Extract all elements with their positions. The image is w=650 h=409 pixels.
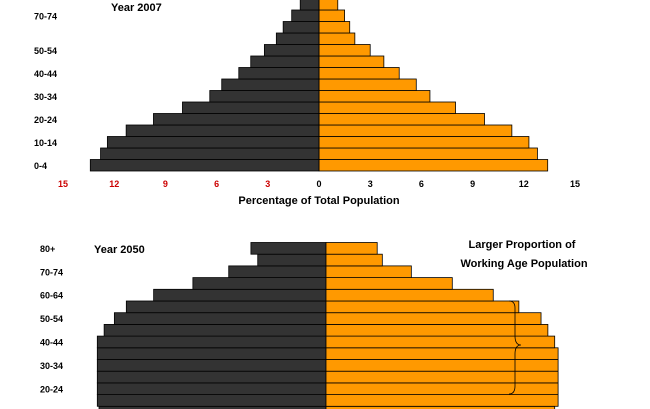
category-label: 70-74 <box>34 11 57 21</box>
category-label: 50-54 <box>34 46 57 56</box>
category-label: 10-14 <box>40 408 63 409</box>
bar-right <box>325 265 412 278</box>
category-labels-2007: 0-4 10-14 20-24 30-34 40-44 50-54 70-74 <box>34 11 57 171</box>
bar-right <box>325 312 542 325</box>
bar-right <box>325 394 559 407</box>
bar-left <box>257 253 327 267</box>
bar-right <box>325 370 559 384</box>
bars-2050 <box>96 242 559 409</box>
bar-left <box>125 300 327 314</box>
category-label: 40-44 <box>34 69 57 79</box>
x-tick-label: 9 <box>470 179 475 189</box>
category-label: 80+ <box>40 244 55 254</box>
x-tick-label: 3 <box>265 179 270 189</box>
bar-left <box>96 335 327 349</box>
category-label: 10-14 <box>34 138 57 148</box>
bar-left <box>192 277 327 290</box>
x-tick-label: 6 <box>214 179 219 189</box>
x-tick-label: 12 <box>109 179 119 189</box>
x-tick-labels-2007: 15 12 9 6 3 0 3 6 9 12 15 <box>58 179 580 189</box>
bar-right <box>325 242 378 255</box>
bar-right <box>325 382 559 395</box>
category-label: 20-24 <box>40 384 63 394</box>
annotation-brace <box>508 300 522 395</box>
category-label: 50-54 <box>40 314 63 324</box>
bar-left <box>153 288 327 302</box>
x-tick-label: 9 <box>163 179 168 189</box>
bar-right <box>325 359 559 372</box>
bar-right <box>325 277 453 290</box>
x-tick-label: 6 <box>419 179 424 189</box>
category-label: 60-64 <box>40 291 63 301</box>
category-label: 40-44 <box>40 337 63 347</box>
chart-title-2007: Year 2007 <box>111 2 162 14</box>
bar-right <box>325 323 549 337</box>
pyramid-chart-2007: 0-4 10-14 20-24 30-34 40-44 50-54 70-74 15 12 9 6… <box>34 0 580 207</box>
x-tick-label: 12 <box>519 179 529 189</box>
category-label: 70-74 <box>40 267 63 277</box>
annotation-line-1: Larger Proportion of <box>469 239 576 251</box>
category-label: 30-34 <box>34 92 57 102</box>
bar-right <box>325 300 520 314</box>
annotation-line-2: Working Age Population <box>460 258 587 270</box>
bar-right <box>325 288 494 302</box>
x-tick-label: 15 <box>58 179 68 189</box>
x-tick-label: 0 <box>316 179 321 189</box>
x-tick-label: 15 <box>570 179 580 189</box>
bar-right <box>325 347 559 360</box>
bar-left <box>113 312 327 325</box>
category-label: 0-4 <box>34 161 47 171</box>
bar-left <box>96 370 327 384</box>
bar-left <box>228 265 327 278</box>
x-axis-label-2007: Percentage of Total Population <box>238 195 399 207</box>
bar-left <box>103 323 327 337</box>
bar-left <box>96 394 327 407</box>
category-labels-2050: 10-14 20-24 30-34 40-44 50-54 60-64 70-74 80+ <box>40 244 63 409</box>
category-label: 30-34 <box>40 361 63 371</box>
bars-2007 <box>89 0 549 172</box>
chart-title-2050: Year 2050 <box>94 244 145 256</box>
bar-right <box>325 335 556 349</box>
bar-left <box>96 382 327 395</box>
bar-left <box>96 347 327 360</box>
bar-right <box>325 253 383 267</box>
bar-left <box>96 359 327 372</box>
bar-left <box>250 242 327 255</box>
category-label: 20-24 <box>34 115 57 125</box>
x-tick-label: 3 <box>368 179 373 189</box>
